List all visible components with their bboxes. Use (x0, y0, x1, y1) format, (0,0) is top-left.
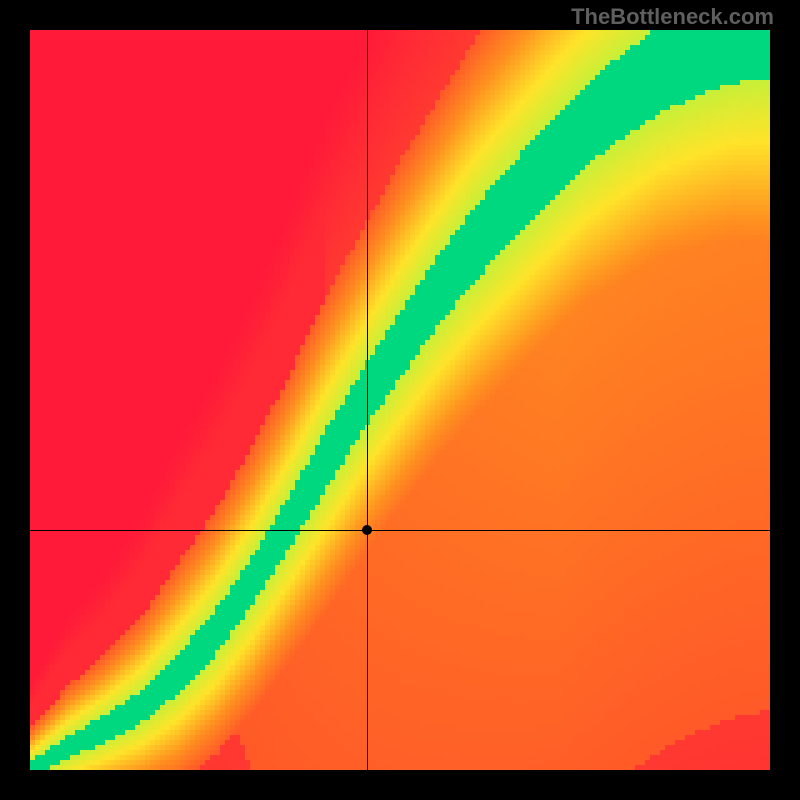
data-point-marker (362, 525, 372, 535)
crosshair-horizontal (30, 530, 770, 531)
watermark-text: TheBottleneck.com (571, 4, 774, 30)
crosshair-vertical (367, 30, 368, 770)
heatmap-plot (30, 30, 770, 770)
heatmap-canvas (30, 30, 770, 770)
